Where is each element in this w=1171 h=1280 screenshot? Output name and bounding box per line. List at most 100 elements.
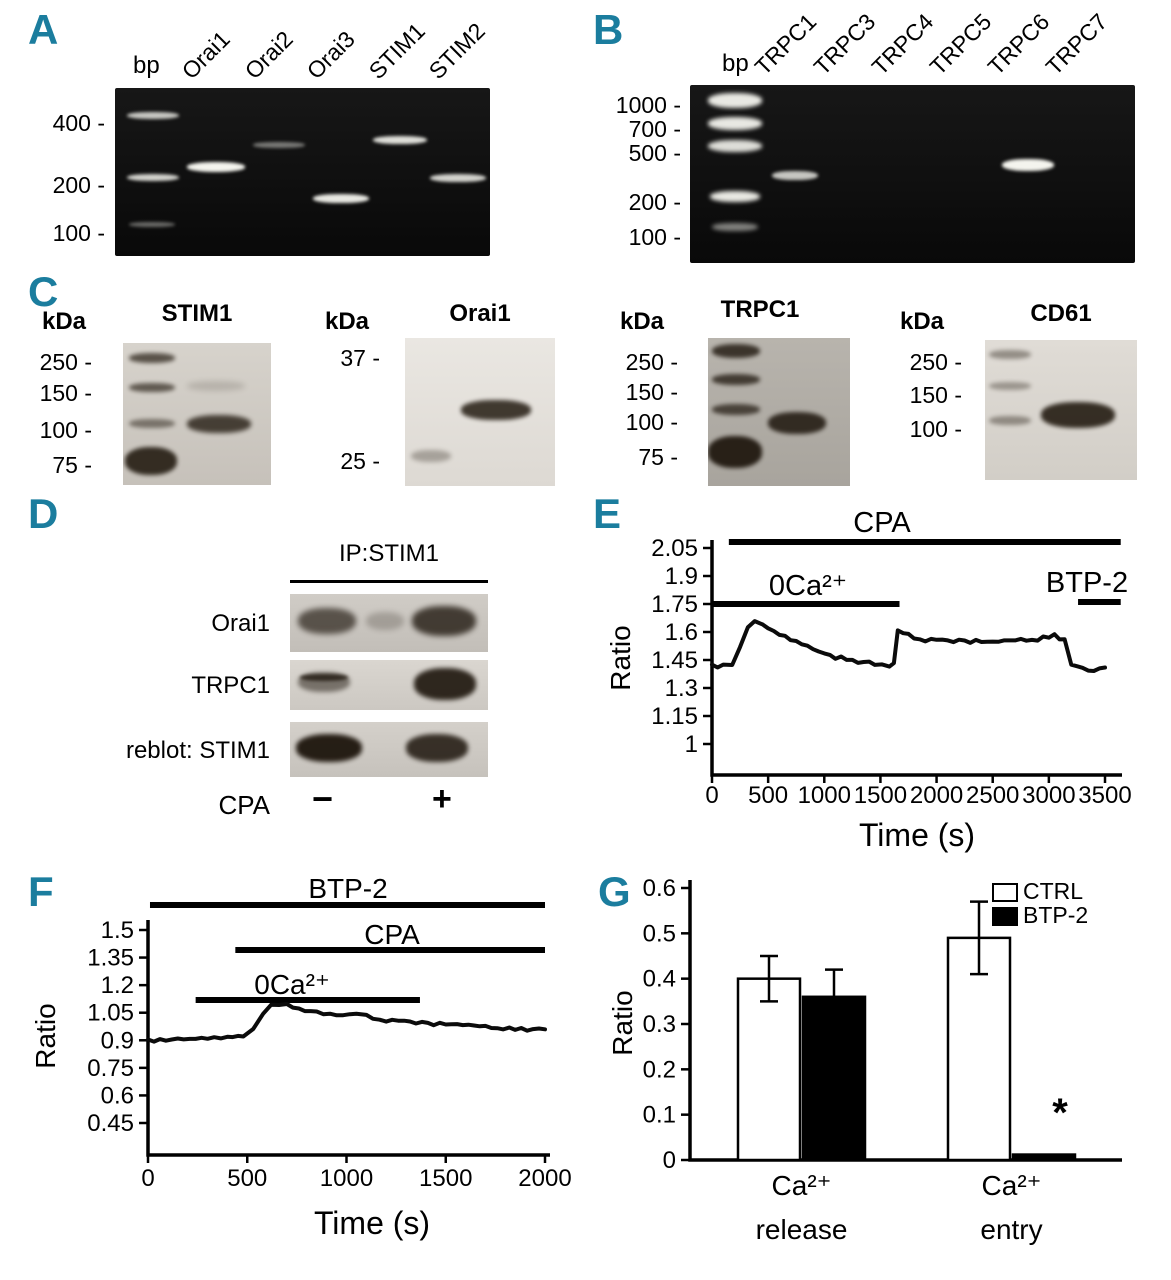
blot-band bbox=[461, 400, 531, 420]
annotation-label: CPA bbox=[364, 919, 420, 950]
blot-title-cd61: CD61 bbox=[1030, 300, 1092, 327]
gel-b-size-marker: 500 - bbox=[628, 140, 681, 166]
panel-label-f: F bbox=[28, 868, 54, 915]
gel-b-lane-label: TRPC4 bbox=[866, 8, 939, 81]
gel-b-lane-label: TRPC7 bbox=[1040, 8, 1113, 81]
gel-band bbox=[430, 174, 486, 182]
blot-cd61-marker: 100 - bbox=[909, 416, 962, 442]
y-tick-label: 2.05 bbox=[651, 535, 698, 562]
gel-band bbox=[710, 191, 760, 202]
kda-unit-label: kDa bbox=[42, 308, 87, 335]
y-tick-label: 0.1 bbox=[643, 1102, 676, 1129]
legend-swatch-CTRL bbox=[992, 883, 1018, 902]
coip-row-label-trpc1: TRPC1 bbox=[191, 672, 270, 699]
blot-band bbox=[768, 412, 826, 434]
y-tick-label: 1.3 bbox=[665, 675, 698, 702]
blot-stim1-marker: 250 - bbox=[39, 349, 92, 375]
kda-unit-label: kDa bbox=[325, 308, 370, 335]
panel-label-d: D bbox=[28, 490, 59, 537]
blot-orai1-marker: 37 - bbox=[340, 345, 380, 371]
annotation-label: 0Ca²⁺ bbox=[254, 969, 329, 1000]
gel-band bbox=[129, 222, 175, 227]
y-tick-label: 0.4 bbox=[643, 966, 676, 993]
coip-blot-trpc1 bbox=[290, 660, 488, 710]
x-tick-label: 3000 bbox=[1022, 782, 1075, 809]
gel-band bbox=[313, 194, 369, 203]
y-tick-label: 0.9 bbox=[101, 1027, 134, 1054]
legend-swatch-BTP-2 bbox=[992, 907, 1018, 926]
gel-a-lane-label: Orai2 bbox=[239, 25, 298, 84]
y-tick-label: 0.2 bbox=[643, 1056, 676, 1083]
gel-image-pcr-orai-stim bbox=[115, 88, 490, 256]
y-tick-label: 1.45 bbox=[651, 647, 698, 674]
y-tick-label: 0.6 bbox=[643, 875, 676, 902]
blot-stim1-marker: 150 - bbox=[39, 380, 92, 406]
cpa-minus-sign: − bbox=[312, 778, 334, 819]
panel-label-b: B bbox=[593, 6, 624, 53]
calcium-trace-chart-btp2-pretreat: 0.450.60.750.91.051.21.351.5 0 500 1000 1500… bbox=[30, 873, 572, 1241]
y-tick-label: 1.2 bbox=[101, 972, 134, 999]
blot-trpc1-marker: 100 - bbox=[625, 409, 678, 435]
gel-a-lane-label: Orai1 bbox=[176, 25, 235, 84]
gel-b-size-marker: 100 - bbox=[628, 224, 681, 250]
blot-band bbox=[298, 608, 356, 634]
y-tick-label: 1.15 bbox=[651, 703, 698, 730]
calcium-trace-chart-cpa-btp2: 11.151.31.451.61.751.92.05 0 500 1000 1500 20… bbox=[605, 507, 1132, 853]
gel-band bbox=[373, 136, 427, 144]
y-tick-label: 0.3 bbox=[643, 1011, 676, 1038]
x-tick-label: 0 bbox=[705, 782, 718, 809]
blot-cd61-marker: 150 - bbox=[909, 382, 962, 408]
blot-band bbox=[366, 612, 404, 630]
blot-band bbox=[712, 344, 760, 358]
panel-label-e: E bbox=[593, 490, 622, 537]
gel-a-size-marker: 100 - bbox=[52, 220, 105, 246]
y-axis-title: Ratio bbox=[610, 990, 638, 1055]
gel-b-lane-label-bp: bp bbox=[722, 50, 749, 77]
bar-CTRL bbox=[736, 977, 802, 1162]
blot-band bbox=[187, 381, 245, 391]
gel-band bbox=[253, 142, 305, 148]
ip-stim1-title: IP:STIM1 bbox=[338, 540, 440, 567]
blot-trpc1-marker: 75 - bbox=[638, 444, 678, 470]
x-tick-label: 2000 bbox=[518, 1165, 571, 1192]
category-label: release bbox=[756, 1214, 848, 1245]
kda-unit-label: kDa bbox=[900, 308, 945, 335]
coip-blot-reblot-stim1 bbox=[290, 722, 488, 777]
category-label: Ca²⁺ bbox=[772, 1170, 832, 1201]
blot-band bbox=[1041, 402, 1115, 428]
blot-band bbox=[125, 447, 177, 475]
panel-label-g: G bbox=[598, 868, 631, 915]
blot-band bbox=[406, 734, 468, 762]
gel-b-size-marker: 1000 - bbox=[615, 92, 681, 118]
x-tick-label: 2500 bbox=[966, 782, 1019, 809]
gel-band bbox=[772, 171, 818, 180]
blot-stim1-marker: 100 - bbox=[39, 417, 92, 443]
blot-band bbox=[129, 353, 175, 363]
panel-label-a: A bbox=[28, 6, 59, 53]
gel-a-lane-label: STIM1 bbox=[363, 17, 430, 84]
y-tick-label: 1.05 bbox=[87, 1000, 134, 1027]
annotation-label: CPA bbox=[853, 507, 911, 539]
x-axis-title: Time (s) bbox=[314, 1205, 430, 1241]
y-tick-label: 1 bbox=[685, 731, 698, 758]
blot-band bbox=[989, 382, 1031, 390]
coip-blot-orai1 bbox=[290, 594, 488, 652]
blot-band bbox=[300, 674, 348, 681]
blot-band bbox=[989, 350, 1031, 359]
y-tick-label: 1.6 bbox=[665, 619, 698, 646]
x-tick-label: 1000 bbox=[798, 782, 851, 809]
gel-a-lane-label: STIM2 bbox=[423, 17, 490, 84]
gel-b-lane-label: TRPC1 bbox=[749, 8, 822, 81]
x-tick-label: 1000 bbox=[320, 1165, 373, 1192]
y-tick-label: 0 bbox=[663, 1147, 676, 1174]
x-tick-label: 500 bbox=[227, 1165, 267, 1192]
coip-row-label-orai1: Orai1 bbox=[211, 610, 270, 637]
x-tick-label: 1500 bbox=[419, 1165, 472, 1192]
blot-orai1-marker: 25 - bbox=[340, 448, 380, 474]
gel-b-size-marker: 700 - bbox=[628, 116, 681, 142]
significance-asterisk: * bbox=[1052, 1091, 1068, 1135]
ratio-trace bbox=[146, 1002, 547, 1044]
blot-trpc1-marker: 250 - bbox=[625, 349, 678, 375]
y-tick-label: 0.45 bbox=[87, 1110, 134, 1137]
